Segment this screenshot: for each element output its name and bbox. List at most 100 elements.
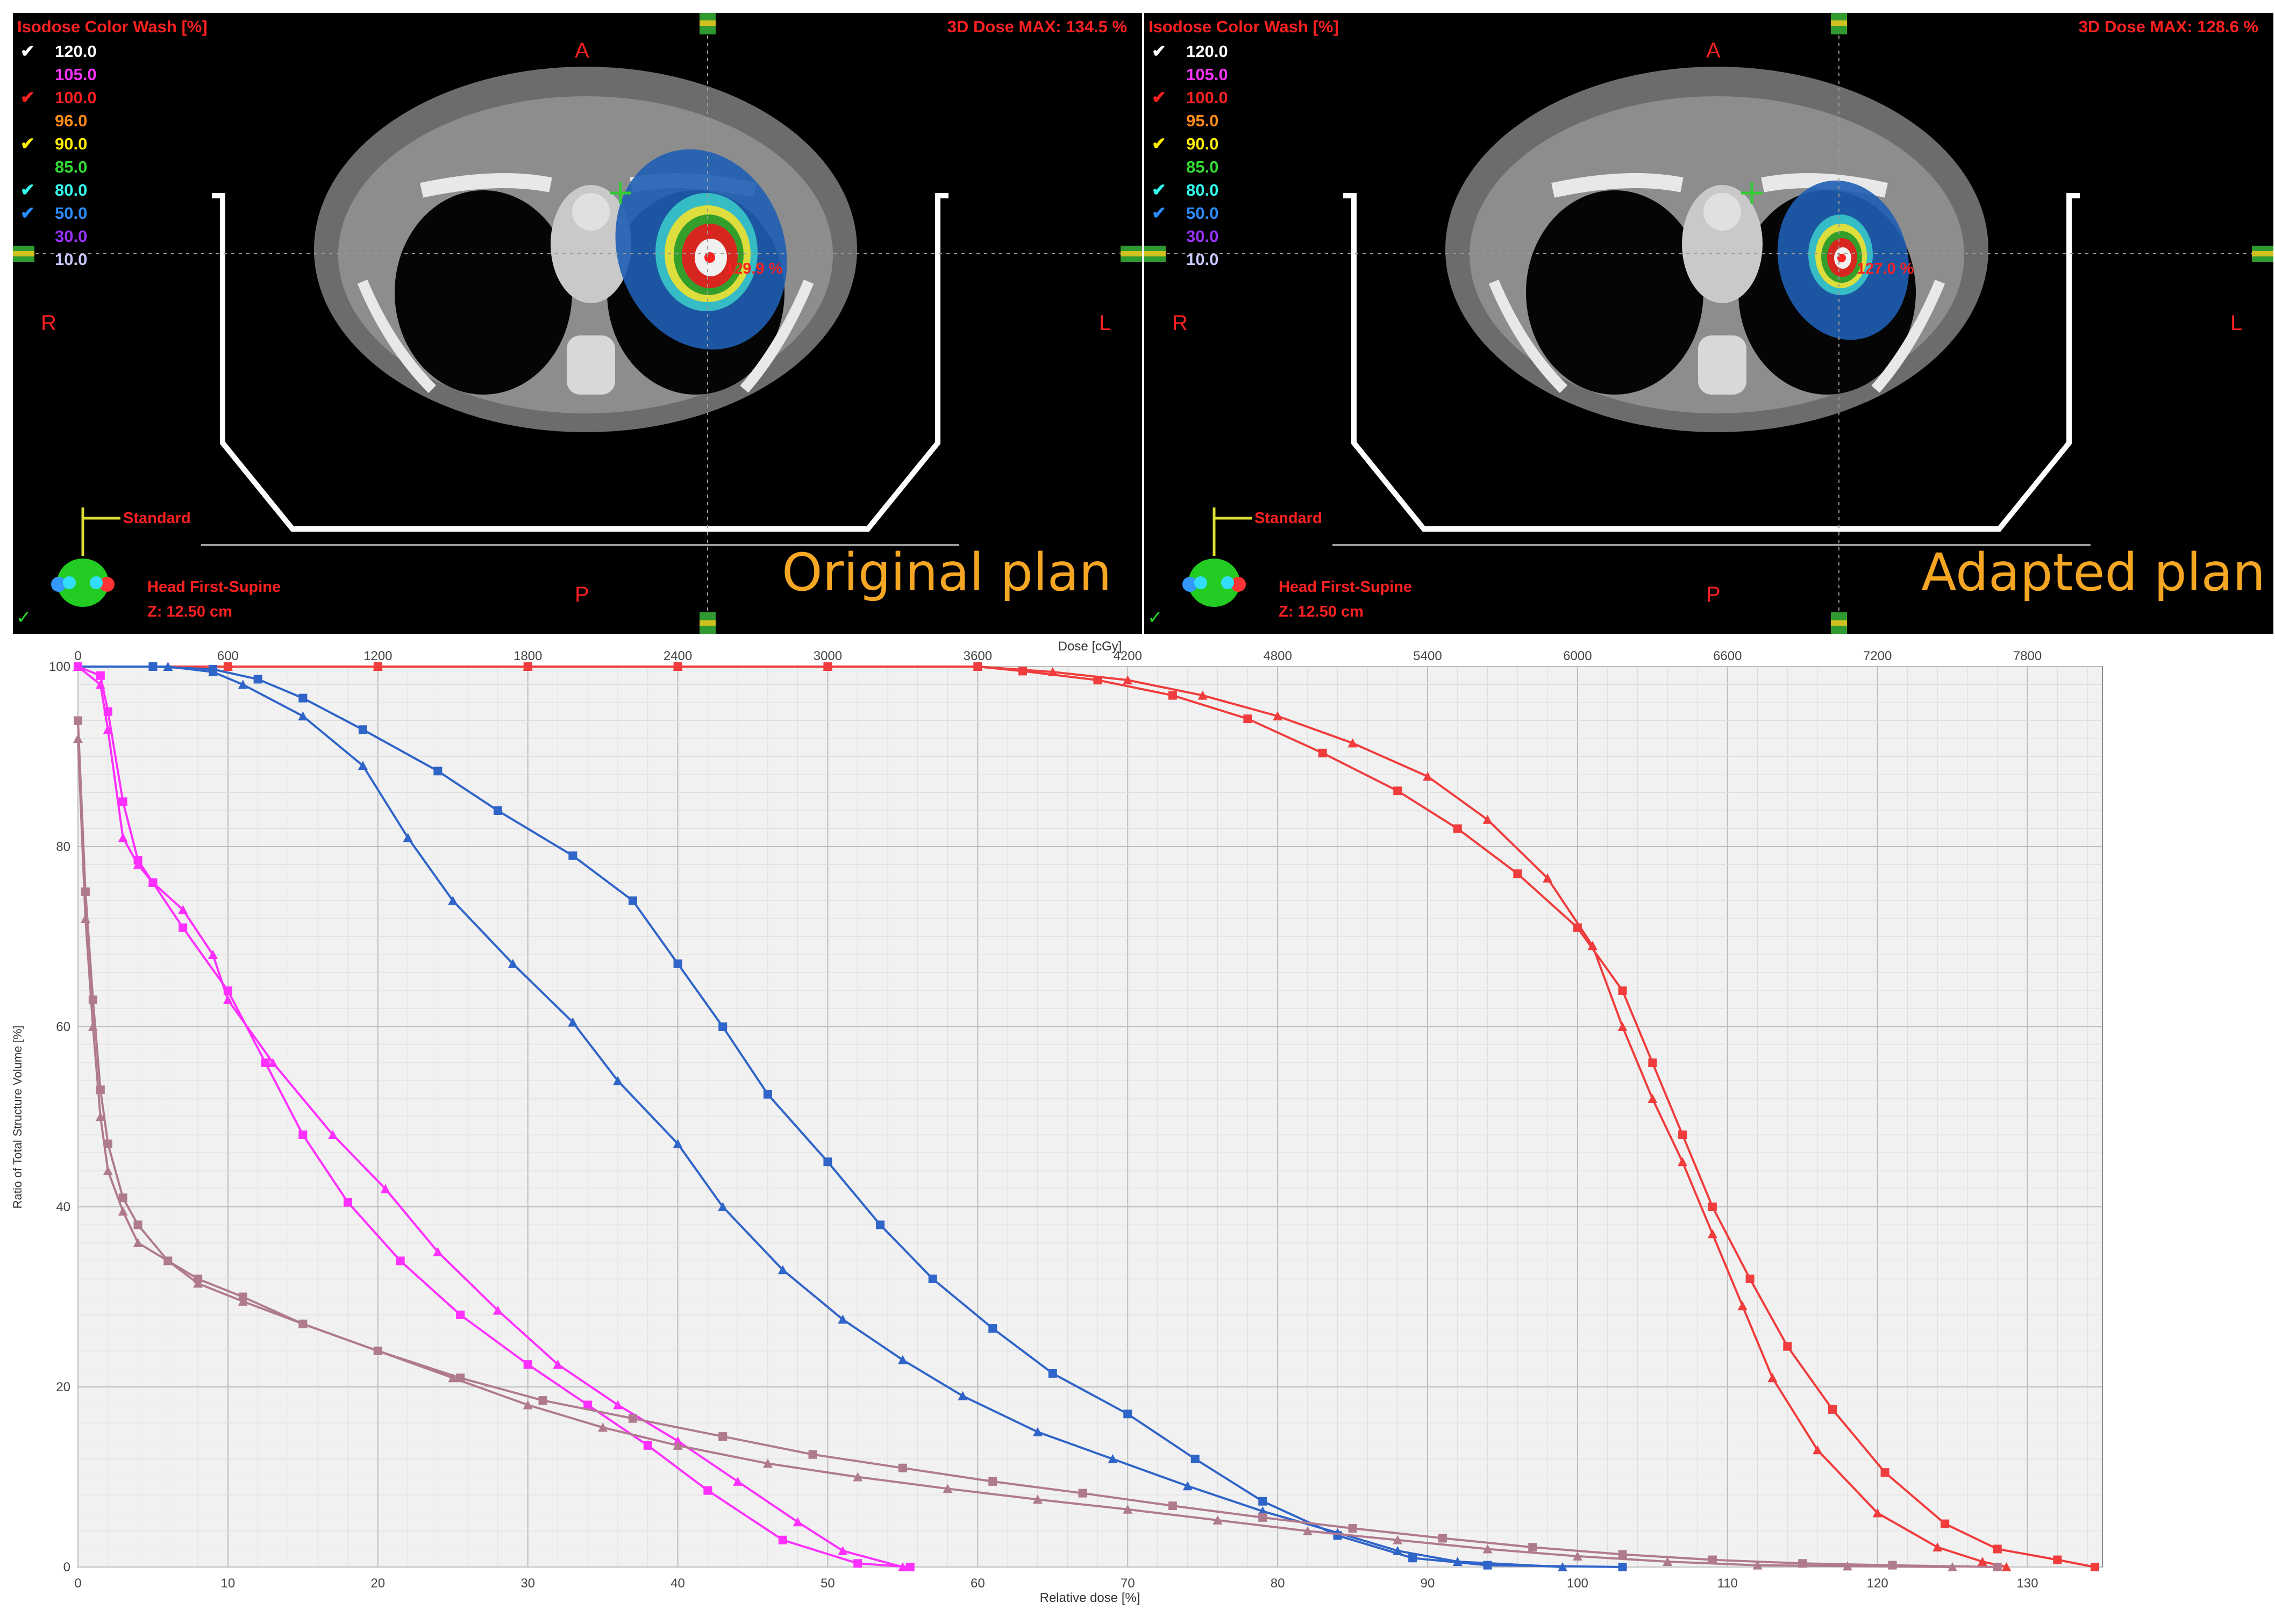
- isodose-level-value: 100.0: [55, 88, 97, 107]
- data-point-triangle: [163, 1256, 173, 1265]
- data-point-square: [1993, 1563, 2002, 1571]
- data-point-square: [1783, 1342, 1792, 1351]
- data-point-square: [1708, 1555, 1717, 1564]
- data-point-triangle: [958, 1391, 968, 1400]
- isodose-level-item[interactable]: ✔ 50.0: [17, 202, 97, 225]
- data-point-triangle: [1482, 1544, 1493, 1554]
- data-point-triangle: [118, 1206, 128, 1216]
- check-icon[interactable]: ✔: [20, 180, 35, 199]
- data-point-triangle: [1872, 1508, 1882, 1518]
- isodose-level-item[interactable]: ✔ 50.0: [1149, 202, 1228, 225]
- ct-view-original[interactable]: Isodose Color Wash [%] 3D Dose MAX: 134.…: [13, 13, 1142, 634]
- data-point-triangle: [1767, 1373, 1778, 1383]
- ct-view-adapted[interactable]: Isodose Color Wash [%] 3D Dose MAX: 128.…: [1144, 13, 2273, 634]
- data-point-triangle: [1648, 1094, 1658, 1103]
- data-point-triangle: [298, 1319, 308, 1328]
- data-point-square: [103, 1139, 112, 1148]
- x2-tick-label: 1200: [363, 649, 392, 663]
- check-icon[interactable]: ✔: [20, 41, 35, 61]
- point-dose-label: 129.9 %: [725, 260, 783, 277]
- isodose-level-item[interactable]: 10.0: [1149, 248, 1228, 271]
- data-point-square: [1513, 869, 1522, 878]
- data-point-square: [261, 1058, 270, 1067]
- isodose-level-item[interactable]: ✔ 80.0: [17, 178, 97, 202]
- data-point-triangle: [1452, 1556, 1463, 1566]
- isodose-level-item[interactable]: 95.0: [1149, 109, 1228, 132]
- check-icon[interactable]: ✔: [20, 134, 35, 153]
- isodose-level-item[interactable]: 96.0: [17, 109, 97, 132]
- point-dose-label: 127.0 %: [1857, 260, 1914, 277]
- check-icon[interactable]: ✔: [1152, 203, 1166, 223]
- dvh-chart[interactable]: 0 10 20 30 40 50 60 70 80 90 100 110 120 130 0 600 1200…: [0, 640, 2275, 1624]
- data-point-square: [1318, 748, 1327, 757]
- isodose-level-item[interactable]: ✔ 90.0: [17, 132, 97, 155]
- data-point-square: [703, 1486, 712, 1495]
- data-point-square: [905, 1563, 915, 1571]
- x-tick-label: 70: [1121, 1576, 1135, 1591]
- data-point-triangle: [1572, 1551, 1582, 1561]
- dvh-curve: [77, 738, 1953, 1568]
- data-point-square: [1048, 1369, 1057, 1378]
- data-point-square: [96, 671, 105, 680]
- check-icon[interactable]: ✔: [1152, 134, 1166, 153]
- orientation-right: R: [1172, 311, 1188, 335]
- data-point-square: [1708, 1203, 1717, 1211]
- data-point-triangle: [508, 958, 518, 968]
- isodose-level-item[interactable]: ✔ 80.0: [1149, 178, 1228, 202]
- dvh-series[interactable]: [73, 662, 908, 1571]
- isodose-level-item[interactable]: 10.0: [17, 248, 97, 271]
- isodose-level-item[interactable]: 30.0: [17, 225, 97, 248]
- data-point-triangle: [1182, 1481, 1193, 1491]
- data-point-square: [493, 806, 502, 815]
- orientation-posterior: P: [575, 583, 589, 606]
- check-icon[interactable]: ✔: [1152, 88, 1166, 107]
- x2-tick-label: 3000: [814, 649, 842, 663]
- data-point-triangle: [1752, 1560, 1763, 1570]
- dvh-series[interactable]: [74, 662, 1627, 1571]
- dvh-series[interactable]: [73, 734, 1958, 1571]
- slice-z-label: Z: 12.50 cm: [147, 603, 232, 620]
- data-point-triangle: [1587, 941, 1598, 950]
- dose-max-label: 3D Dose MAX: 134.5 %: [947, 17, 1127, 36]
- isodose-level-value: 90.0: [1186, 134, 1219, 153]
- data-point-triangle: [163, 662, 173, 671]
- check-icon[interactable]: ✔: [1152, 180, 1166, 199]
- data-point-square: [718, 1022, 728, 1031]
- isodose-level-item[interactable]: ✔ 120.0: [1149, 40, 1228, 63]
- isodose-level-item[interactable]: ✔ 90.0: [1149, 132, 1228, 155]
- check-icon[interactable]: ✔: [20, 203, 35, 223]
- x2-tick-label: 4800: [1263, 649, 1292, 663]
- data-point-triangle: [1302, 1526, 1313, 1535]
- x-tick-label: 20: [370, 1576, 385, 1591]
- x2-tick-label: 5400: [1413, 649, 1442, 663]
- data-point-square: [253, 675, 262, 684]
- isodose-level-value: 96.0: [55, 111, 88, 130]
- dvh-series[interactable]: [73, 662, 2012, 1571]
- isodose-level-item[interactable]: 30.0: [1149, 225, 1228, 248]
- data-point-triangle: [238, 1296, 248, 1306]
- isodose-level-item[interactable]: ✔ 120.0: [17, 40, 97, 63]
- data-point-triangle: [358, 761, 368, 770]
- dvh-series[interactable]: [74, 662, 915, 1571]
- isodose-level-item[interactable]: ✔ 100.0: [17, 86, 97, 109]
- isodose-level-item[interactable]: 85.0: [1149, 155, 1228, 178]
- data-point-triangle: [403, 833, 413, 842]
- isodose-level-value: 30.0: [55, 227, 88, 246]
- data-point-square: [1258, 1513, 1267, 1522]
- data-point-triangle: [448, 896, 458, 905]
- data-point-triangle: [1393, 1546, 1403, 1555]
- data-point-triangle: [1543, 873, 1553, 883]
- isodose-level-item[interactable]: ✔ 100.0: [1149, 86, 1228, 109]
- x2-tick-label: 600: [217, 649, 239, 663]
- data-point-square: [1528, 1543, 1537, 1552]
- check-icon[interactable]: ✔: [20, 88, 35, 107]
- data-point-square: [344, 1198, 352, 1207]
- check-icon[interactable]: ✔: [1152, 41, 1166, 61]
- data-point-triangle: [1393, 1535, 1403, 1544]
- isodose-level-item[interactable]: 85.0: [17, 155, 97, 178]
- isodose-level-item[interactable]: 105.0: [17, 63, 97, 86]
- data-point-triangle: [718, 1202, 728, 1211]
- isodose-level-value: 85.0: [55, 158, 88, 176]
- data-point-square: [928, 1275, 937, 1283]
- isodose-level-item[interactable]: 105.0: [1149, 63, 1228, 86]
